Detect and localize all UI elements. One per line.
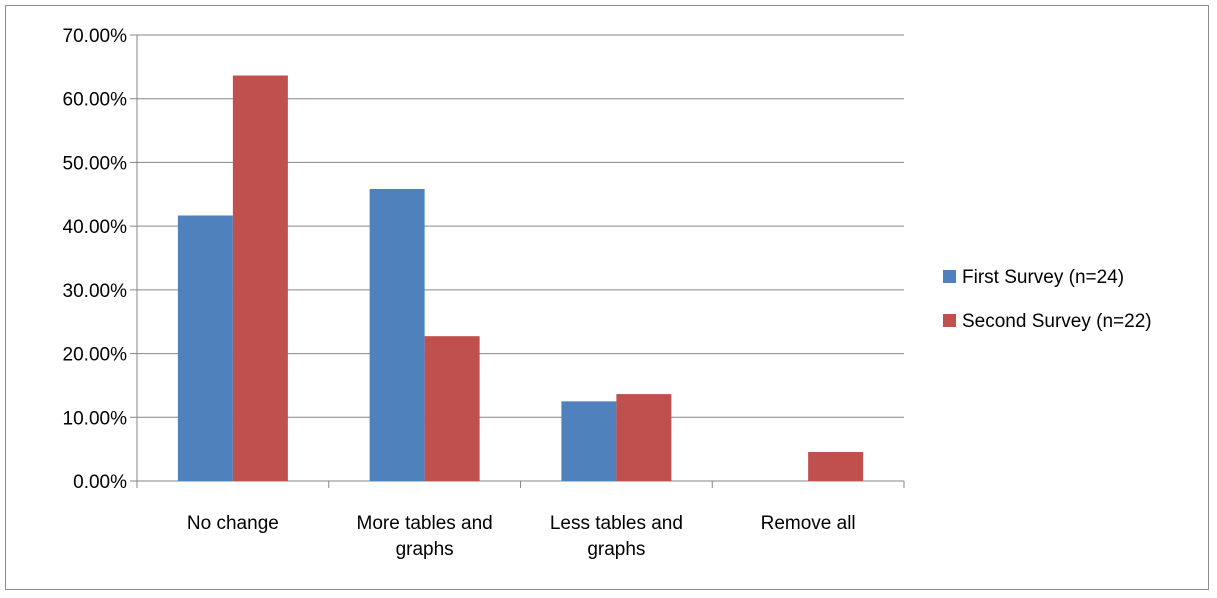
y-tick-label: 30.00% (63, 281, 128, 302)
x-tick-label: Remove all (761, 513, 856, 534)
y-tick-label: 50.00% (63, 153, 128, 174)
y-tick-label: 20.00% (63, 345, 128, 366)
x-tick-label: More tables and graphs (357, 513, 493, 560)
legend-label: Second Survey (n=22) (962, 311, 1152, 332)
legend-label: First Survey (n=24) (962, 267, 1124, 288)
legend-swatch (943, 314, 956, 327)
y-tick-label: 70.00% (63, 26, 128, 47)
x-tick-label: Less tables and graphs (550, 513, 683, 560)
y-tick-label: 40.00% (63, 217, 128, 238)
x-tick-label: No change (187, 513, 279, 534)
y-tick-label: 10.00% (63, 408, 128, 429)
bar (424, 336, 480, 481)
y-tick-label: 60.00% (63, 90, 128, 111)
bar (616, 394, 672, 481)
bar (177, 215, 233, 482)
y-tick-label: 0.00% (73, 472, 127, 493)
bar (561, 401, 617, 481)
bar (808, 452, 864, 481)
legend-swatch (943, 270, 956, 283)
bar (369, 188, 425, 481)
bar (232, 75, 288, 482)
